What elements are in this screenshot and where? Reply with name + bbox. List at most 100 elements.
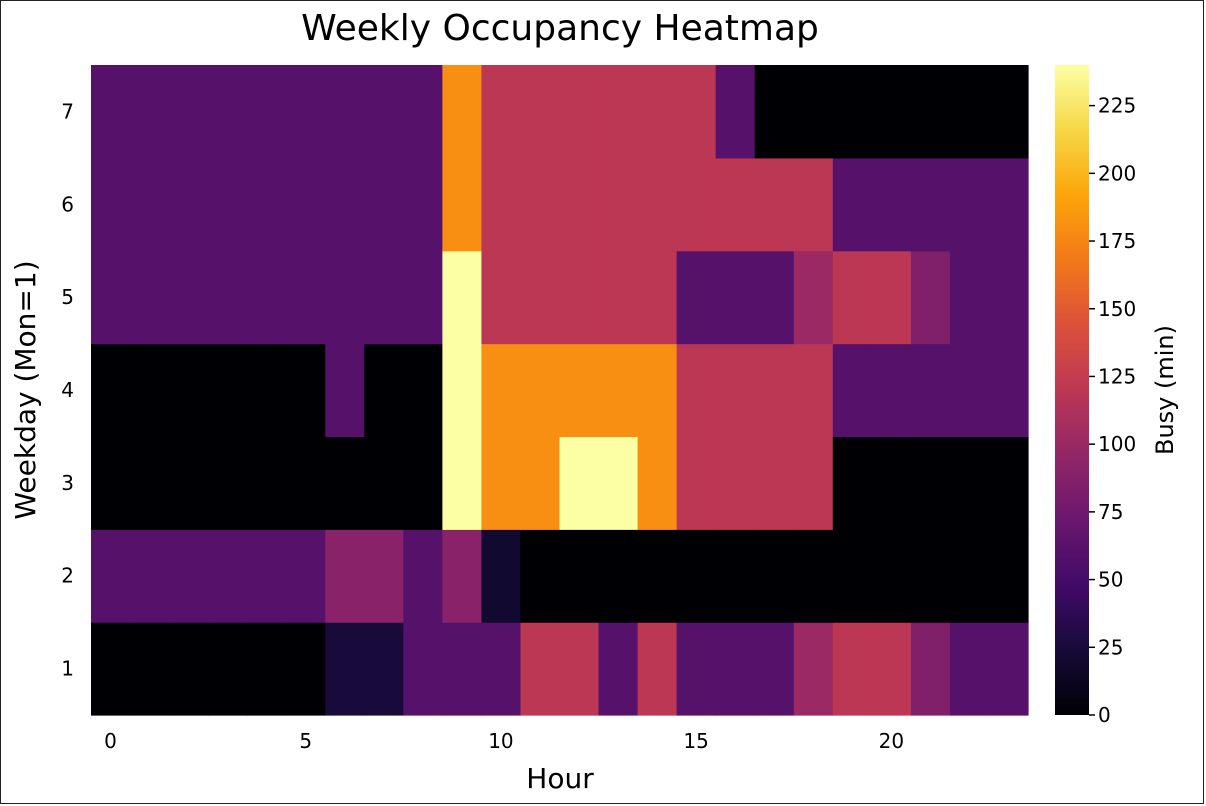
y-tick-label: 1 [61,657,74,681]
heatmap-cell [598,343,639,438]
heatmap-cell [871,157,912,252]
heatmap-cell [637,65,678,159]
colorbar-label: Busy (min) [1151,325,1179,455]
heatmap-cell [715,343,756,438]
heatmap-cell [91,250,131,345]
heatmap-cell [247,157,287,252]
heatmap-cell [208,436,248,530]
heatmap-cell [169,436,209,530]
colorbar [1055,65,1089,715]
x-tick-label: 5 [299,729,312,753]
heatmap-cell [442,65,483,159]
heatmap-cell [949,65,990,159]
heatmap-cell [637,250,678,345]
heatmap-cell [91,622,131,716]
heatmap-cell [559,250,600,345]
heatmap-cell [715,529,756,623]
heatmap-cell [637,343,678,438]
y-axis-label: Weekday (Mon=1) [9,260,42,519]
y-tick-label: 3 [61,471,74,495]
heatmap-cell [598,157,639,252]
heatmap-cell [208,250,248,345]
heatmap-cell [91,343,131,438]
heatmap-cell [286,622,326,716]
heatmap-cell [988,343,1029,438]
x-tick-label: 0 [104,729,117,753]
heatmap-cell [91,436,131,530]
heatmap-cell [559,622,600,716]
heatmap-cell [520,157,561,252]
heatmap-cell [676,157,717,252]
colorbar-tick-label: 100 [1098,432,1136,456]
heatmap-cell [130,436,170,530]
heatmap-cell [676,250,717,345]
heatmap-cell [442,622,483,716]
heatmap-cell [403,436,443,530]
heatmap-cell [988,436,1029,530]
heatmap-cell [247,622,287,716]
heatmap-cell [871,250,912,345]
heatmap-cell [325,250,365,345]
heatmap-cell [169,529,209,623]
heatmap-cell [832,622,873,716]
heatmap-cell [793,436,834,530]
heatmap-cell [130,343,170,438]
heatmap-cell [247,529,287,623]
heatmap-cell [910,65,951,159]
heatmap-cell [364,157,404,252]
heatmap-cell [949,622,990,716]
heatmap-cell [403,65,443,159]
heatmap-cell [130,529,170,623]
heatmap-cell [559,436,600,530]
heatmap-cell [793,65,834,159]
heatmap-cell [754,529,795,623]
heatmap-cell [481,65,522,159]
heatmap-cell [910,250,951,345]
heatmap-cell [403,157,443,252]
heatmap-cell [715,250,756,345]
heatmap-cell [715,436,756,530]
x-tick-label: 20 [879,729,904,753]
heatmap-cell [910,436,951,530]
colorbar-tick-label: 25 [1098,635,1123,659]
heatmap-cell [286,250,326,345]
heatmap-cell [988,250,1029,345]
heatmap-cell [364,622,404,716]
heatmap-cell [169,157,209,252]
y-tick-label: 5 [61,285,74,309]
heatmap-cell [169,65,209,159]
colorbar-tick-label: 225 [1098,94,1136,118]
colorbar-tick-label: 75 [1098,500,1123,524]
heatmap-cell [793,343,834,438]
heatmap-cell [559,157,600,252]
heatmap-cell [481,250,522,345]
y-tick-label: 6 [61,192,74,216]
heatmap-cell [715,65,756,159]
heatmap-cell [364,250,404,345]
heatmap-cell [364,65,404,159]
heatmap-cell [988,65,1029,159]
heatmap-cell [130,157,170,252]
heatmap-cell [910,157,951,252]
heatmap-cell [169,343,209,438]
heatmap-cell [481,436,522,530]
heatmap-cell [91,529,131,623]
heatmap-cell [325,529,365,623]
heatmap-cell [910,529,951,623]
heatmap-cell [949,529,990,623]
heatmap-cell [286,529,326,623]
heatmap-cell [637,157,678,252]
heatmap-cell [910,343,951,438]
heatmap-cell [871,622,912,716]
heatmap-cell [754,250,795,345]
heatmap-cell [793,529,834,623]
heatmap-cell [793,622,834,716]
heatmap-cell [676,65,717,159]
heatmap-cell [559,65,600,159]
heatmap-cells [91,65,1029,716]
heatmap-cell [949,157,990,252]
heatmap-cell [403,343,443,438]
heatmap-cell [208,157,248,252]
heatmap-cell [559,529,600,623]
heatmap-cell [988,622,1029,716]
